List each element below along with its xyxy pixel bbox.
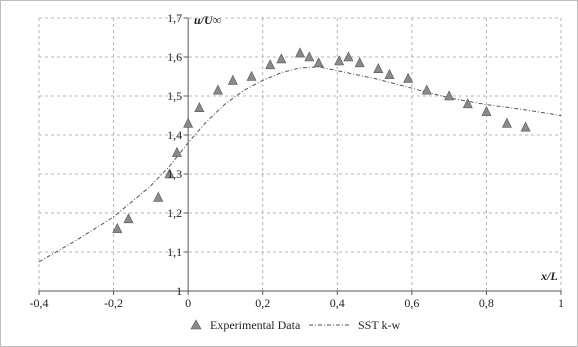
experimental-data-point xyxy=(462,98,473,109)
experimental-data-point xyxy=(481,105,492,116)
x-tick-label: 0,8 xyxy=(479,296,494,310)
x-axis-title: x/L xyxy=(540,269,558,283)
experimental-data-point xyxy=(501,117,512,128)
experimental-data-point xyxy=(354,57,365,68)
x-tick-label: -0,2 xyxy=(104,296,123,310)
x-tick-label: 0,4 xyxy=(330,296,345,310)
experimental-data-point xyxy=(164,168,175,179)
y-tick-label: 1,6 xyxy=(167,50,182,64)
grid-layer xyxy=(38,17,562,291)
sst-kw-line xyxy=(38,66,562,263)
experimental-data-point xyxy=(444,90,455,101)
x-tick-label: -0,4 xyxy=(30,296,49,310)
y-tick-label: 1,4 xyxy=(167,128,182,142)
experimental-data-point xyxy=(343,51,354,62)
legend-label-experimental: Experimental Data xyxy=(210,318,301,332)
experimental-data-point xyxy=(384,68,395,79)
experimental-data-point xyxy=(265,59,276,70)
legend-label-sst: SST k-w xyxy=(358,318,400,332)
experimental-data-point xyxy=(183,117,194,128)
x-tick-label: 0 xyxy=(185,296,191,310)
experimental-data-point xyxy=(212,84,223,95)
experimental-data-point xyxy=(246,70,257,81)
y-tick-label: 1,3 xyxy=(167,167,182,181)
x-tick-label: 1 xyxy=(558,296,564,310)
experimental-data-point xyxy=(171,146,182,157)
experimental-data-point xyxy=(194,102,205,112)
experimental-data-point xyxy=(295,47,305,58)
y-tick-label: 1,5 xyxy=(167,89,182,103)
axes-layer xyxy=(38,17,562,295)
legend: Experimental Data SST k-w xyxy=(190,318,400,332)
experimental-data-point xyxy=(403,72,414,83)
x-tick-label: 0,2 xyxy=(255,296,270,310)
y-tick-label: 1,7 xyxy=(167,11,182,25)
tick-layer: -0,4 -0,2 0 0,2 0,4 0,6 0,8 1 1 1,1 1,2 1,3 1,4 1,5 1,… xyxy=(30,11,565,310)
experimental-data-point xyxy=(313,57,324,68)
experimental-data-point xyxy=(334,55,345,66)
experimental-data-point xyxy=(373,63,384,73)
legend-marker-experimental xyxy=(190,319,202,330)
series-layer xyxy=(38,47,562,263)
experimental-data-point xyxy=(123,213,134,224)
x-tick-label: 0,6 xyxy=(404,296,419,310)
experimental-data-point xyxy=(276,53,287,64)
experimental-data-point xyxy=(112,222,123,233)
experimental-data-point xyxy=(421,84,432,95)
experimental-data-point xyxy=(304,51,315,62)
experimental-data-point xyxy=(520,121,531,132)
experimental-data-point xyxy=(227,74,238,85)
y-tick-label: 1,1 xyxy=(167,245,182,259)
experimental-data-point xyxy=(153,191,164,202)
y-axis-title: u/U∞ xyxy=(194,13,221,27)
y-tick-label: 1,2 xyxy=(167,206,182,220)
y-tick-label: 1 xyxy=(176,284,182,298)
